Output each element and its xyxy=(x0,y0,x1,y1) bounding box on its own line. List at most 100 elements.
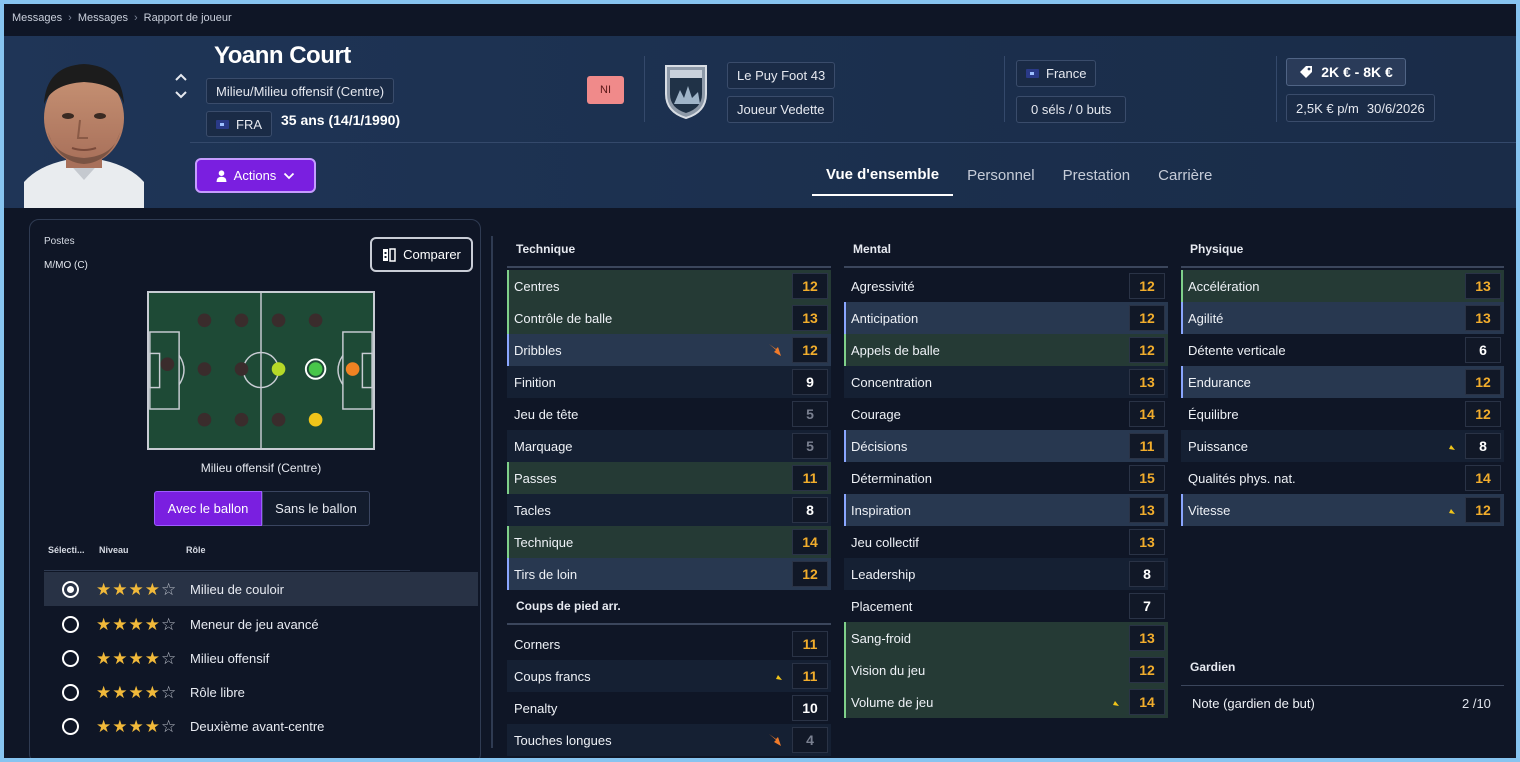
attribute-row[interactable]: Finition 9 xyxy=(507,366,831,398)
attribute-value: 13 xyxy=(1129,369,1165,395)
attribute-row[interactable]: Courage 14 xyxy=(844,398,1168,430)
attribute-row[interactable]: Volume de jeu 14 xyxy=(844,686,1168,718)
chevron-down-icon xyxy=(284,172,295,179)
club-name: Le Puy Foot 43 xyxy=(737,68,826,83)
attribute-row[interactable]: Puissance 8 xyxy=(1181,430,1504,462)
attribute-row[interactable]: Vision du jeu 12 xyxy=(844,654,1168,686)
attribute-row[interactable]: Équilibre 12 xyxy=(1181,398,1504,430)
attribute-row[interactable]: Jeu collectif 13 xyxy=(844,526,1168,558)
tab-personal[interactable]: Personnel xyxy=(967,166,1035,184)
compare-button[interactable]: Comparer xyxy=(370,237,473,272)
attribute-row[interactable]: Leadership 8 xyxy=(844,558,1168,590)
star-filled-icon: ★ xyxy=(144,614,160,634)
attribute-row[interactable]: Vitesse 12 xyxy=(1181,494,1504,526)
attribute-row[interactable]: Détermination 15 xyxy=(844,462,1168,494)
role-row[interactable]: ★ ★ ★ ★ ☆ Meneur de jeu avancé xyxy=(44,607,478,641)
star-filled-icon: ★ xyxy=(144,716,160,736)
header-divider xyxy=(644,56,645,122)
chevron-down-icon[interactable] xyxy=(174,90,188,100)
column-header-level[interactable]: Niveau xyxy=(99,545,129,555)
position-pitch xyxy=(147,291,375,450)
trend-down-icon xyxy=(1441,507,1455,514)
star-filled-icon: ★ xyxy=(128,614,144,634)
attribute-row[interactable]: Qualités phys. nat. 14 xyxy=(1181,462,1504,494)
attribute-row[interactable]: Accélération 13 xyxy=(1181,270,1504,302)
club-badge-icon[interactable] xyxy=(662,60,710,120)
club-role-chip: Joueur Vedette xyxy=(727,96,835,123)
attribute-name: Tirs de loin xyxy=(514,566,578,582)
role-radio[interactable] xyxy=(62,683,79,701)
breadcrumb-item[interactable]: Messages xyxy=(12,12,63,24)
trend-down-strong-icon xyxy=(769,734,781,746)
attribute-row[interactable]: Coups francs 11 xyxy=(507,660,831,692)
position-label: Milieu/Milieu offensif (Centre) xyxy=(216,83,385,99)
attribute-row[interactable]: Agilité 13 xyxy=(1181,302,1504,334)
country-chip[interactable]: France xyxy=(1016,60,1097,87)
tab-performance[interactable]: Prestation xyxy=(1062,166,1131,184)
column-header-selection[interactable]: Sélecti... xyxy=(48,545,85,555)
attribute-row[interactable]: Contrôle de balle 13 xyxy=(507,302,831,334)
attribute-name: Touches longues xyxy=(514,732,612,748)
attribute-row[interactable]: Sang-froid 13 xyxy=(844,622,1168,654)
positions-panel xyxy=(29,219,481,758)
attribute-row[interactable]: Endurance 12 xyxy=(1181,366,1504,398)
column-header-role[interactable]: Rôle xyxy=(186,545,206,555)
attribute-name: Concentration xyxy=(851,374,932,390)
attribute-row[interactable]: Touches longues 4 xyxy=(507,724,831,756)
chevron-up-icon[interactable] xyxy=(174,72,188,82)
attribute-row[interactable]: Anticipation 12 xyxy=(844,302,1168,334)
role-radio[interactable] xyxy=(62,717,79,735)
with-ball-button[interactable]: Avec le ballon xyxy=(154,491,262,526)
attribute-row[interactable]: Placement 7 xyxy=(844,590,1168,622)
nationality-chip[interactable]: FRA xyxy=(206,111,272,137)
attribute-row[interactable]: Appels de balle 12 xyxy=(844,334,1168,366)
physical-title: Physique xyxy=(1190,242,1244,256)
attribute-value: 12 xyxy=(792,561,828,587)
club-chip[interactable]: Le Puy Foot 43 xyxy=(727,62,836,89)
attribute-row[interactable]: Décisions 11 xyxy=(844,430,1168,462)
role-row[interactable]: ★ ★ ★ ★ ☆ Rôle libre xyxy=(44,675,478,709)
role-row[interactable]: ★ ★ ★ ★ ☆ Milieu de couloir xyxy=(44,572,478,606)
attribute-value: 12 xyxy=(792,273,828,299)
column-divider xyxy=(507,266,831,268)
attribute-value: 10 xyxy=(792,695,828,721)
attribute-value: 12 xyxy=(792,337,828,363)
role-radio[interactable] xyxy=(62,580,79,598)
star-filled-icon: ★ xyxy=(128,716,144,736)
attribute-name: Décisions xyxy=(851,438,908,454)
attribute-row[interactable]: Penalty 10 xyxy=(507,692,831,724)
attribute-row[interactable]: Tirs de loin 12 xyxy=(507,558,831,590)
attribute-row[interactable]: Agressivité 12 xyxy=(844,270,1168,302)
attribute-row[interactable]: Corners 11 xyxy=(507,628,831,660)
role-level-stars: ★ ★ ★ ★ ☆ xyxy=(96,718,176,735)
tab-career[interactable]: Carrière xyxy=(1158,166,1213,184)
attribute-value: 5 xyxy=(792,433,828,459)
attribute-row[interactable]: Centres 12 xyxy=(507,270,831,302)
breadcrumb-item[interactable]: Messages xyxy=(77,12,128,24)
attribute-value: 11 xyxy=(792,663,828,689)
role-radio[interactable] xyxy=(62,615,79,633)
attribute-row[interactable]: Marquage 5 xyxy=(507,430,831,462)
attribute-row[interactable]: Passes 11 xyxy=(507,462,831,494)
attribute-row[interactable]: Tacles 8 xyxy=(507,494,831,526)
attribute-name: Inspiration xyxy=(851,502,911,518)
chevron-right-icon: › xyxy=(68,12,72,24)
attribute-row[interactable]: Détente verticale 6 xyxy=(1181,334,1504,366)
attribute-name: Jeu collectif xyxy=(851,534,919,550)
attribute-row[interactable]: Dribbles 12 xyxy=(507,334,831,366)
tab-overview[interactable]: Vue d'ensemble xyxy=(812,154,954,196)
role-radio[interactable] xyxy=(62,649,79,667)
without-ball-button[interactable]: Sans le ballon xyxy=(262,491,370,526)
attribute-value: 12 xyxy=(1129,273,1165,299)
attribute-row[interactable]: Technique 14 xyxy=(507,526,831,558)
role-row[interactable]: ★ ★ ★ ★ ☆ Deuxième avant-centre xyxy=(44,709,478,743)
contract-end: 30/6/2026 xyxy=(1366,100,1425,116)
attribute-name: Qualités phys. nat. xyxy=(1188,470,1296,486)
attribute-row[interactable]: Concentration 13 xyxy=(844,366,1168,398)
attribute-row[interactable]: Inspiration 13 xyxy=(844,494,1168,526)
actions-button[interactable]: Actions xyxy=(195,158,316,193)
attribute-row[interactable]: Jeu de tête 5 xyxy=(507,398,831,430)
attribute-value: 13 xyxy=(1129,625,1165,651)
star-filled-icon: ★ xyxy=(96,682,112,702)
role-row[interactable]: ★ ★ ★ ★ ☆ Milieu offensif xyxy=(44,641,478,675)
